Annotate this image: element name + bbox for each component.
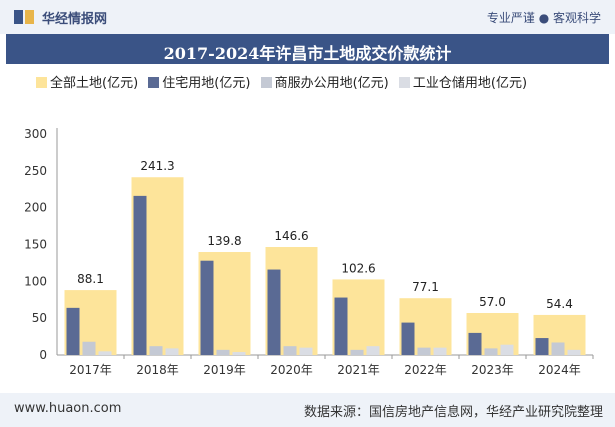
bar-industrial (366, 346, 380, 355)
bar-commercial (82, 341, 96, 355)
bar-industrial (433, 347, 447, 355)
x-tick-label: 2022年 (404, 363, 447, 377)
legend-label: 住宅用地(亿元) (162, 76, 251, 91)
bar-commercial (484, 348, 498, 355)
bar-commercial (216, 349, 230, 355)
bar-residential (401, 322, 415, 355)
logo-icon (14, 10, 34, 24)
bar-commercial (417, 347, 431, 355)
data-label: 54.4 (546, 297, 573, 311)
bar-chart: 0 50 100 150 200 250 300 88.1 2017年 241.3 2018年 139… (24, 127, 594, 377)
bar-commercial (350, 349, 364, 355)
bar-industrial (232, 352, 246, 355)
y-tick-label: 200 (24, 201, 47, 215)
legend-swatch (398, 77, 410, 88)
x-tick-label: 2019年 (203, 363, 246, 377)
bar-residential (267, 269, 281, 355)
x-tick-label: 2017年 (69, 363, 112, 377)
x-tick-label: 2023年 (471, 363, 514, 377)
bar-industrial (165, 348, 179, 355)
x-tick-label: 2024年 (538, 363, 581, 377)
title-bar: 2017-2024年许昌市土地成交价款统计 (6, 34, 609, 64)
y-tick-label: 0 (39, 348, 47, 362)
chart-title: 2017-2024年许昌市土地成交价款统计 (163, 44, 452, 63)
legend-item-all-land: 全部土地(亿元) (36, 72, 138, 91)
x-tick-label: 2021年 (337, 363, 380, 377)
bar-industrial (98, 351, 112, 355)
brand-name: 华经情报网 (42, 12, 108, 27)
y-tick-label: 300 (24, 127, 47, 141)
data-label: 241.3 (140, 159, 174, 173)
bar-residential (535, 338, 549, 355)
y-tick-label: 50 (32, 311, 47, 325)
data-label: 88.1 (77, 272, 104, 286)
bar-residential (200, 260, 214, 355)
y-tick-label: 150 (24, 238, 47, 252)
legend-label: 全部土地(亿元) (50, 76, 139, 91)
bar-industrial (500, 344, 514, 355)
bar-residential (66, 307, 80, 355)
x-tick-label: 2020年 (270, 363, 313, 377)
legend-item-residential: 住宅用地(亿元) (148, 72, 250, 91)
data-label: 102.6 (341, 261, 375, 275)
legend-item-commercial: 商服办公用地(亿元) (260, 72, 389, 91)
legend-item-industrial: 工业仓储用地(亿元) (398, 72, 528, 91)
bar-industrial (567, 349, 581, 355)
legend-label: 工业仓储用地(亿元) (412, 76, 528, 91)
y-tick-label: 250 (24, 164, 47, 178)
legend: 全部土地(亿元) 住宅用地(亿元) 商服办公用地(亿元) 工业仓储用地(亿元) (36, 72, 533, 92)
bar-residential (334, 297, 348, 355)
data-label: 146.6 (274, 229, 308, 243)
bar-commercial (283, 346, 297, 355)
bar-industrial (299, 347, 313, 355)
bar-residential (133, 195, 147, 355)
legend-label: 商服办公用地(亿元) (274, 76, 389, 91)
legend-swatch (260, 77, 272, 88)
bar-commercial (551, 342, 565, 355)
top-bar: 华经情报网 专业严谨 ● 客观科学 (0, 0, 615, 34)
bar-residential (468, 332, 482, 355)
legend-swatch (36, 77, 47, 88)
data-label: 57.0 (479, 295, 506, 309)
data-label: 139.8 (207, 234, 241, 248)
y-tick-label: 100 (24, 274, 47, 288)
legend-swatch (148, 77, 160, 88)
data-label: 77.1 (412, 280, 439, 294)
slogan: 专业严谨 ● 客观科学 (486, 11, 601, 25)
data-source: 数据来源：国信房地产信息网，华经产业研究院整理 (303, 405, 603, 420)
site-url: www.huaon.com (14, 401, 122, 416)
x-tick-label: 2018年 (136, 363, 179, 377)
bar-commercial (149, 346, 163, 355)
footer-bar: www.huaon.com 数据来源：国信房地产信息网，华经产业研究院整理 (0, 393, 615, 427)
